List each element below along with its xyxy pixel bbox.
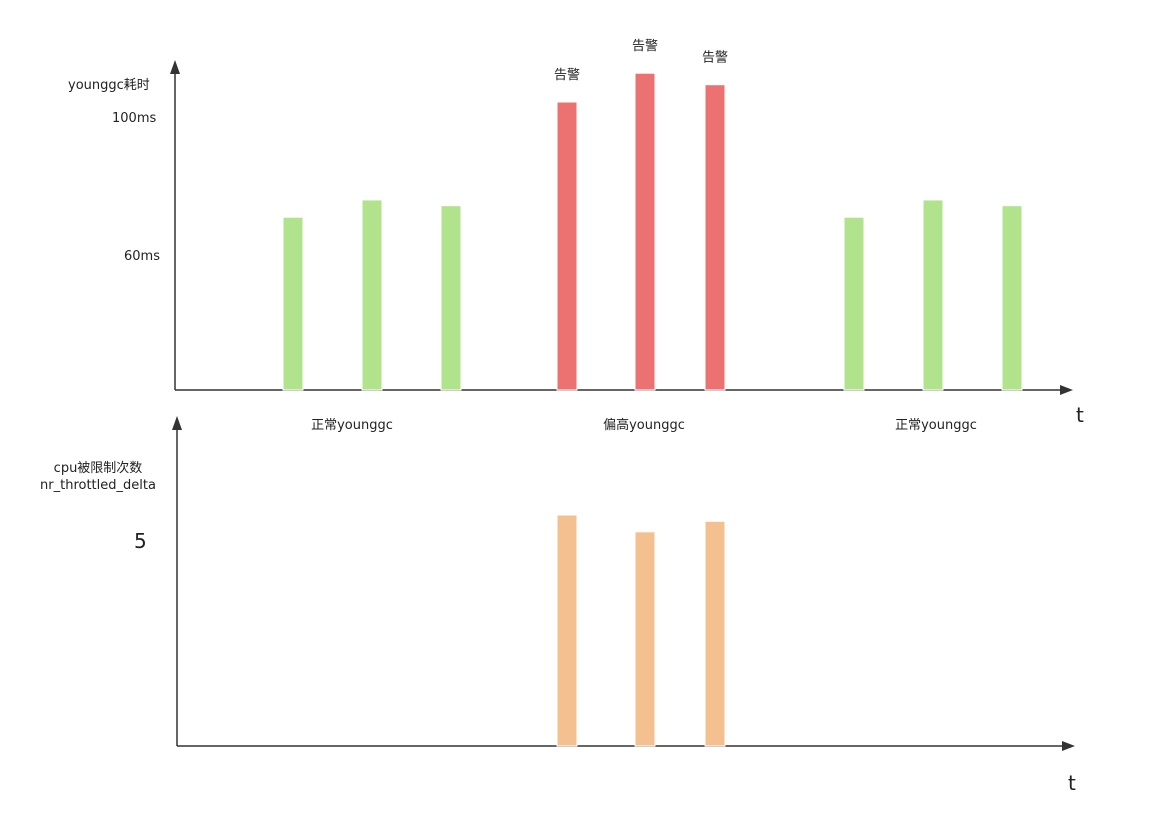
bottom-x-axis-label: t — [1068, 771, 1076, 795]
top-bar-g2-2 — [634, 72, 656, 391]
top-bar-g1-1 — [282, 216, 304, 391]
top-group-label-1: 正常younggc — [311, 418, 393, 433]
top-alert-label-1: 告警 — [554, 67, 580, 83]
bottom-x-axis-arrow — [1062, 741, 1075, 751]
top-alert-label-3: 告警 — [702, 50, 728, 66]
top-bar-g1-3 — [440, 205, 462, 391]
bottom-bar-g2-3 — [704, 520, 726, 747]
top-bar-g3-2 — [922, 199, 944, 391]
top-y-axis-arrow — [170, 60, 180, 74]
bottom-ytick-5: 5 — [134, 529, 147, 553]
top-y-axis-label: younggc耗时 — [68, 78, 150, 93]
top-bar-g1-2 — [361, 199, 383, 391]
bottom-y-axis-label-line1: cpu被限制次数 — [54, 460, 143, 476]
bottom-y-axis-label-line2: nr_throttled_delta — [40, 478, 156, 493]
top-bar-g2-1 — [556, 101, 578, 391]
top-bar-g3-1 — [843, 216, 865, 391]
top-x-axis-arrow — [1060, 385, 1073, 395]
top-x-axis-label: t — [1076, 403, 1084, 427]
bottom-bar-g2-1 — [556, 514, 578, 747]
top-chart: younggc耗时 100ms 60ms t 正常younggc 偏高young… — [68, 38, 1084, 433]
bottom-bar-g2-2 — [634, 531, 656, 747]
top-bar-g3-3 — [1001, 205, 1023, 391]
top-group-label-3: 正常younggc — [895, 418, 977, 433]
bottom-y-axis-arrow — [172, 416, 182, 430]
bottom-bars — [556, 514, 726, 747]
top-alert-label-2: 告警 — [632, 38, 658, 54]
top-group-label-2: 偏高younggc — [603, 417, 685, 433]
bottom-chart: cpu被限制次数 nr_throttled_delta 5 t — [40, 416, 1076, 795]
top-bar-g2-3 — [704, 84, 726, 391]
top-ytick-100: 100ms — [112, 111, 156, 126]
top-ytick-60: 60ms — [124, 249, 160, 264]
